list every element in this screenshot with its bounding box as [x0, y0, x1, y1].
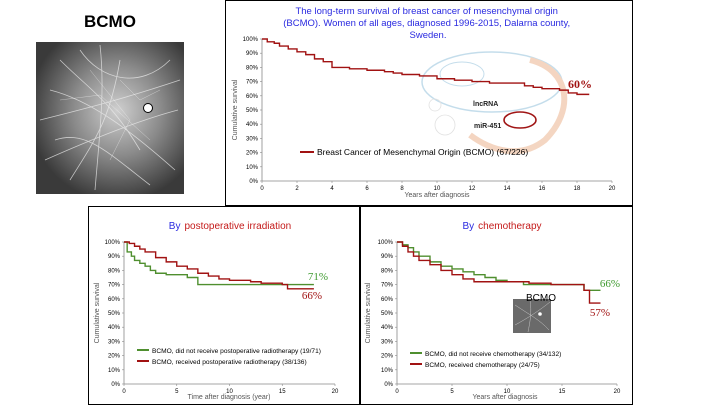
main-x-tick-label: 6 — [365, 186, 369, 192]
main-series-0-line — [262, 38, 590, 96]
chemotherapy-annotation-1: 57% — [590, 307, 610, 319]
main-y-tick-label: 30% — [246, 136, 259, 142]
main-y-tick-label: 90% — [246, 51, 259, 57]
irradiation-x-tick-label: 15 — [279, 389, 286, 395]
chemotherapy-y-tick-label: 100% — [378, 240, 394, 246]
chemotherapy-y-tick-label: 90% — [381, 254, 394, 260]
chemotherapy-title: By chemotherapy — [462, 221, 541, 232]
main-y-tick-label: 0% — [249, 179, 258, 185]
chemotherapy-x-axis-label: Years after diagnosis — [472, 394, 538, 401]
main-x-tick-label: 8 — [400, 186, 404, 192]
main-x-tick-label: 0 — [260, 186, 264, 192]
irradiation-annotation-0: 71% — [308, 271, 328, 283]
irradiation-y-tick-label: 70% — [108, 283, 121, 289]
irradiation-y-tick-label: 30% — [108, 339, 121, 345]
irradiation-x-tick-label: 0 — [122, 389, 126, 395]
main-x-tick-label: 14 — [504, 186, 511, 192]
bcmo-label: BCMO — [84, 12, 136, 31]
irradiation-y-axis-label: Cumulative survival — [94, 282, 101, 343]
main-y-tick-label: 20% — [246, 151, 259, 157]
irradiation-y-tick-label: 0% — [111, 382, 120, 388]
irradiation-y-tick-label: 80% — [108, 268, 121, 274]
main-legend-label-0: Breast Cancer of Mesenchymal Origin (BCM… — [317, 147, 528, 157]
chemotherapy-y-tick-label: 20% — [381, 354, 394, 360]
irradiation-x-tick-label: 20 — [332, 389, 339, 395]
irradiation-x-axis-label: Time after diagnosis (year) — [188, 394, 271, 401]
chemotherapy-y-tick-label: 50% — [381, 311, 394, 317]
chemotherapy-x-tick-label: 5 — [450, 389, 454, 395]
irradiation-y-tick-label: 100% — [105, 240, 121, 246]
main-y-tick-label: 100% — [243, 37, 259, 43]
chemotherapy-x-tick-label: 20 — [614, 389, 621, 395]
chemotherapy-annotation-0: 66% — [600, 278, 620, 290]
chemotherapy-y-axis-label: Cumulative survival — [365, 282, 372, 343]
chemotherapy-y-tick-label: 80% — [381, 268, 394, 274]
irradiation-y-tick-label: 20% — [108, 354, 121, 360]
chemotherapy-y-tick-label: 30% — [381, 339, 394, 345]
irradiation-y-tick-label: 10% — [108, 368, 121, 374]
irradiation-x-tick-label: 5 — [175, 389, 179, 395]
main-y-tick-label: 80% — [246, 65, 259, 71]
lncrna-label: lncRNA — [473, 101, 498, 108]
main-x-tick-label: 12 — [469, 186, 476, 192]
chemotherapy-y-tick-label: 0% — [384, 382, 393, 388]
main-x-axis-label: Years after diagnosis — [404, 192, 470, 199]
irradiation-legend-label-0: BCMO, did not receive postoperative radi… — [152, 348, 321, 355]
chemotherapy-legend-label-0: BCMO, did not receive chemotherapy (34/1… — [425, 351, 561, 358]
chemotherapy-y-tick-label: 60% — [381, 297, 394, 303]
irradiation-annotation-1: 66% — [302, 290, 322, 302]
chemotherapy-x-tick-label: 10 — [504, 389, 511, 395]
chemotherapy-series-1-line — [397, 241, 601, 304]
irradiation-series-0-line — [124, 241, 314, 286]
main-x-tick-label: 20 — [609, 186, 616, 192]
irradiation-series-1-line — [124, 241, 314, 290]
chemotherapy-y-tick-label: 70% — [381, 283, 394, 289]
irradiation-chart-panel — [88, 206, 360, 405]
chemotherapy-chart-panel — [360, 206, 633, 405]
irradiation-title: By postoperative irradiation — [169, 221, 291, 232]
irradiation-y-tick-label: 50% — [108, 311, 121, 317]
main-annotation-0: 60% — [568, 77, 592, 91]
bcmo-thumbnail-label: BCMO — [526, 293, 556, 304]
pathway-diagram — [421, 51, 568, 155]
chemotherapy-series-0-line — [397, 241, 601, 291]
main-y-tick-label: 40% — [246, 122, 259, 128]
main-y-axis-label: Cumulative survival — [232, 79, 239, 140]
main-y-tick-label: 50% — [246, 108, 259, 114]
chemotherapy-y-tick-label: 40% — [381, 325, 394, 331]
main-x-tick-label: 16 — [539, 186, 546, 192]
main-y-tick-label: 70% — [246, 80, 259, 86]
irradiation-x-tick-label: 10 — [226, 389, 233, 395]
irradiation-legend-label-1: BCMO, received postoperative radiotherap… — [152, 359, 307, 366]
chemotherapy-legend-label-1: BCMO, received chemotherapy (24/75) — [425, 362, 540, 369]
irradiation-y-tick-label: 60% — [108, 297, 121, 303]
irradiation-y-tick-label: 90% — [108, 254, 121, 260]
main-x-tick-label: 2 — [295, 186, 299, 192]
chemotherapy-x-tick-label: 15 — [559, 389, 566, 395]
chemotherapy-x-tick-label: 0 — [395, 389, 399, 395]
main-x-tick-label: 4 — [330, 186, 334, 192]
irradiation-y-tick-label: 40% — [108, 325, 121, 331]
main-y-tick-label: 60% — [246, 94, 259, 100]
main-x-tick-label: 10 — [434, 186, 441, 192]
main-chart-panel — [225, 0, 633, 206]
mir451-label: miR-451 — [474, 123, 501, 130]
main-x-tick-label: 18 — [574, 186, 581, 192]
main-y-tick-label: 10% — [246, 165, 259, 171]
mir451-highlight-ellipse — [503, 111, 537, 129]
main-chart-title: The long-term survival of breast cancer … — [283, 6, 573, 41]
chemotherapy-y-tick-label: 10% — [381, 368, 394, 374]
